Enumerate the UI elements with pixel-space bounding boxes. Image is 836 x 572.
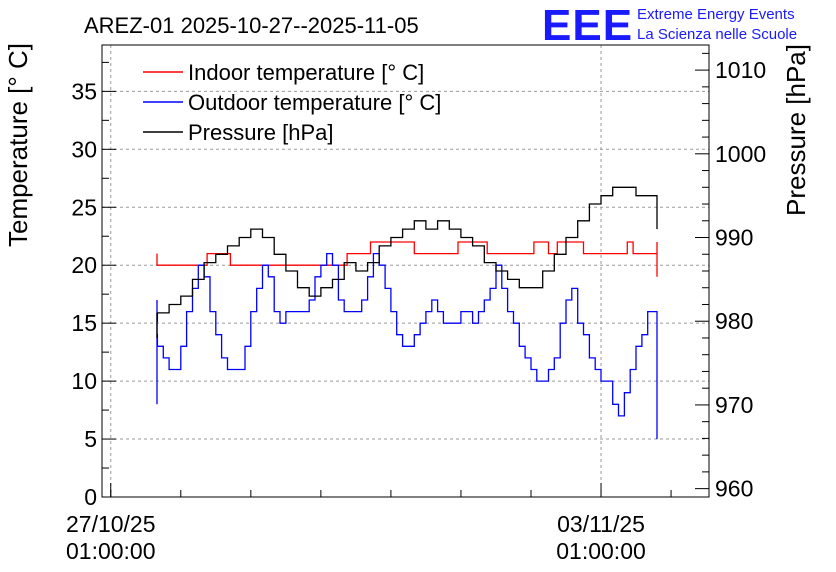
left-tick-label: 30 xyxy=(71,136,97,162)
x-tick-time: 01:00:00 xyxy=(66,538,156,564)
brand-line-2: La Scienza nelle Scuole xyxy=(637,26,797,43)
series-layer xyxy=(156,186,658,440)
legend-label: Pressure [hPa] xyxy=(188,120,334,145)
series-line-2 xyxy=(156,186,658,338)
y-axis-left-label: Temperature [° C] xyxy=(3,43,33,247)
legend: Indoor temperature [° C] Outdoor temperat… xyxy=(143,60,441,145)
right-tick-label: 960 xyxy=(715,476,753,502)
x-tick-date: 27/10/25 xyxy=(66,511,156,537)
chart-title: AREZ-01 2025-10-27--2025-11-05 xyxy=(84,13,419,38)
x-tick-date: 03/11/25 xyxy=(557,511,645,537)
right-axis: 960 970 980 990 1000 1010 xyxy=(695,52,766,502)
left-tick-label: 0 xyxy=(84,484,97,510)
right-tick-label: 1000 xyxy=(715,141,766,167)
brand-logo-text: EEE xyxy=(542,1,633,50)
left-tick-label: 25 xyxy=(71,194,97,220)
left-axis: 0 5 10 15 20 25 30 35 xyxy=(71,61,116,510)
left-tick-label: 5 xyxy=(84,426,97,452)
left-tick-label: 35 xyxy=(71,78,97,104)
series-line-0 xyxy=(156,241,658,277)
brand-line-1: Extreme Energy Events xyxy=(637,6,795,23)
y-axis-right-label: Pressure [hPa] xyxy=(781,44,811,216)
left-tick-label: 20 xyxy=(71,252,97,278)
right-tick-label: 990 xyxy=(715,225,753,251)
brand-logo: EEE Extreme Energy Events La Scienza nel… xyxy=(542,1,797,50)
left-tick-label: 10 xyxy=(71,368,97,394)
legend-label: Indoor temperature [° C] xyxy=(188,60,424,85)
legend-label: Outdoor temperature [° C] xyxy=(188,90,441,115)
right-tick-label: 970 xyxy=(715,392,753,418)
left-tick-label: 15 xyxy=(71,310,97,336)
x-tick-time: 01:00:00 xyxy=(556,538,646,564)
right-tick-label: 980 xyxy=(715,308,753,334)
series-line-1 xyxy=(156,252,658,440)
right-tick-label: 1010 xyxy=(715,57,766,83)
